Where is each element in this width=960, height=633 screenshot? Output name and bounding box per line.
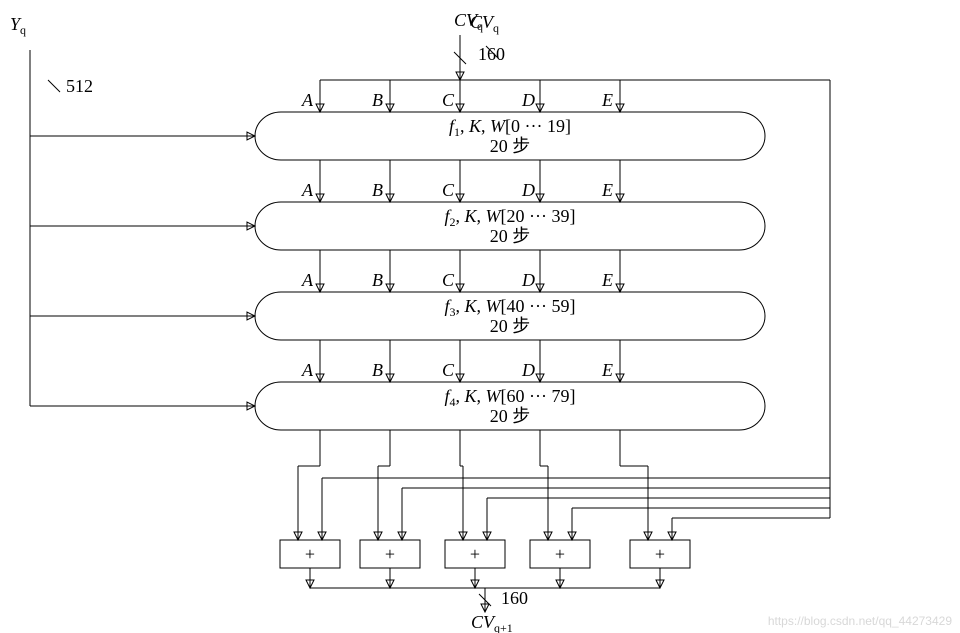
round-block-1: ABCDEf1, K, W[0 ··· 19]20 步 — [30, 80, 765, 160]
round-2-letter-B: B — [372, 180, 383, 200]
round-4-steps: 20 步 — [490, 406, 531, 426]
adder-2: + — [360, 540, 420, 588]
round-block-3: ABCDEf3, K, W[40 ··· 59]20 步 — [30, 250, 765, 340]
round-2-letter-A: A — [301, 180, 314, 200]
round-block-2: ABCDEf2, K, W[20 ··· 39]20 步 — [30, 160, 765, 250]
round-4-letter-C: C — [442, 360, 455, 380]
round-1-letter-E: E — [601, 90, 613, 110]
round-3-letter-B: B — [372, 270, 383, 290]
adder-4: + — [530, 540, 590, 588]
round-1-letter-B: B — [372, 90, 383, 110]
round-3-letter-E: E — [601, 270, 613, 290]
round-1-letter-C: C — [442, 90, 455, 110]
round-4-letter-B: B — [372, 360, 383, 380]
cv-in-bits: 160 — [478, 44, 505, 64]
round-1-letter-D: D — [521, 90, 535, 110]
adder-3-symbol: + — [470, 544, 480, 564]
round-2-letter-C: C — [442, 180, 455, 200]
round-3-letter-D: D — [521, 270, 535, 290]
watermark: https://blog.csdn.net/qq_44273429 — [768, 614, 952, 628]
adder-1-symbol: + — [305, 544, 315, 564]
round-2-letter-D: D — [521, 180, 535, 200]
adder-2-symbol: + — [385, 544, 395, 564]
adder-5-symbol: + — [655, 544, 665, 564]
y-bits: 512 — [66, 76, 93, 96]
adder-1: + — [280, 540, 340, 588]
adder-5: + — [630, 540, 690, 588]
cv-out-label: CVq+1 — [471, 612, 513, 633]
adder-4-symbol: + — [555, 544, 565, 564]
round-3-steps: 20 步 — [490, 316, 531, 336]
round-2-letter-E: E — [601, 180, 613, 200]
adder-3: + — [445, 540, 505, 588]
diagram-svg: CVq160CVqYq512ABCDEf1, K, W[0 ··· 19]20 … — [0, 0, 960, 633]
round-4-letter-D: D — [521, 360, 535, 380]
round-1-steps: 20 步 — [490, 136, 531, 156]
round-4-letter-A: A — [301, 360, 314, 380]
round-1-letter-A: A — [301, 90, 314, 110]
round-3-letter-C: C — [442, 270, 455, 290]
cv-out-bits: 160 — [501, 588, 528, 608]
round-4-letter-E: E — [601, 360, 613, 380]
y-input-label: Yq — [10, 14, 26, 37]
round-2-steps: 20 步 — [490, 226, 531, 246]
round-block-4: ABCDEf4, K, W[60 ··· 79]20 步 — [30, 340, 765, 430]
round-3-letter-A: A — [301, 270, 314, 290]
